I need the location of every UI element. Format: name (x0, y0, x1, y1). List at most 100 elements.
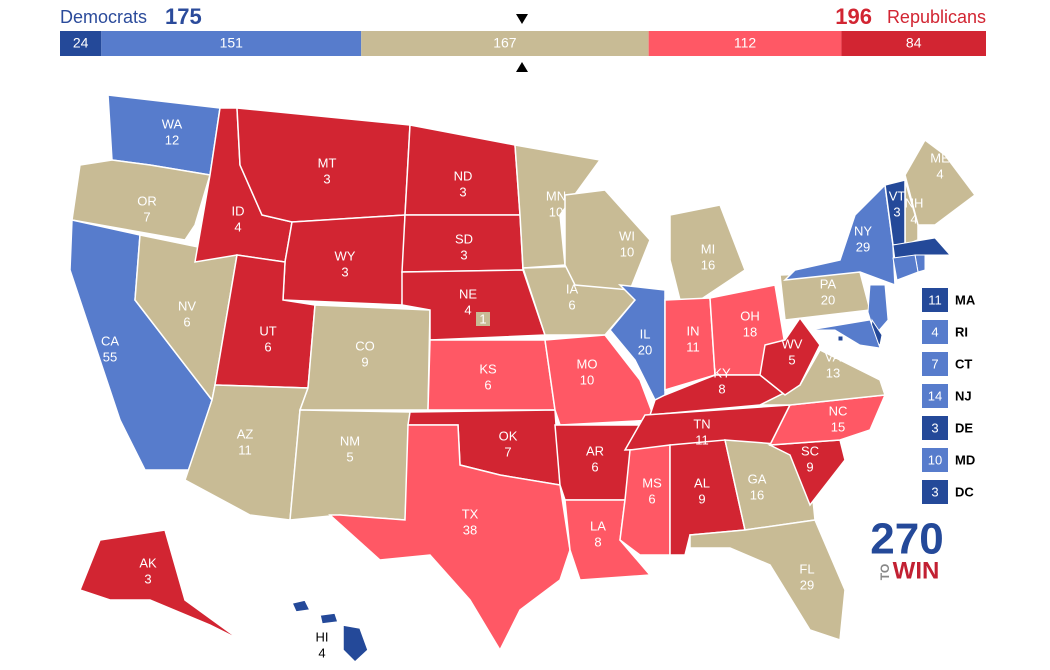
state-abbr: IA (566, 281, 579, 296)
callout-box (922, 288, 948, 312)
callout-box (922, 416, 948, 440)
state-abbr: TN (693, 416, 710, 431)
callout-ev: 3 (931, 420, 938, 435)
state-abbr: ID (232, 203, 245, 218)
state-abbr: OH (740, 308, 760, 323)
state-abbr: MT (318, 155, 337, 170)
state-ev: 3 (323, 171, 330, 186)
state-abbr: CO (355, 338, 375, 353)
callout-abbr: NJ (955, 388, 972, 403)
state-ev: 6 (484, 377, 491, 392)
state-shape (782, 183, 896, 287)
state-abbr: OR (137, 193, 157, 208)
state-ev: 7 (504, 444, 511, 459)
state-ev: 6 (648, 491, 655, 506)
dem-label: Democrats (60, 7, 147, 27)
state-shape (564, 189, 651, 291)
state-abbr: GA (748, 471, 767, 486)
state-abbr: KS (479, 361, 497, 376)
state-ev: 18 (743, 324, 757, 339)
state-shape (289, 409, 411, 521)
state-abbr: OK (499, 428, 518, 443)
logo: 270 TO WIN (870, 515, 943, 585)
state-ev: 7 (143, 209, 150, 224)
callout-ev: 7 (931, 356, 938, 371)
state-abbr: NV (178, 298, 196, 313)
state-abbr: MS (642, 475, 662, 490)
majority-arrow-bottom (516, 62, 528, 72)
state-ev: 6 (183, 314, 190, 329)
state-ev: 13 (826, 365, 840, 380)
callout-abbr: DC (955, 484, 974, 499)
bar-segment-label: 84 (906, 35, 922, 51)
callout-abbr: MD (955, 452, 975, 467)
dem-total: 175 (165, 4, 202, 29)
bar-segment (60, 31, 102, 56)
state-ev: 20 (821, 292, 835, 307)
bar-segment (841, 31, 986, 56)
state-ev: 16 (750, 487, 764, 502)
state-abbr: MO (577, 356, 598, 371)
state-ev: 8 (594, 534, 601, 549)
bar-segment (101, 31, 362, 56)
state-shape (282, 214, 406, 306)
rep-label: Republicans (887, 7, 986, 27)
state-abbr: FL (799, 561, 814, 576)
state-abbr: NH (905, 195, 924, 210)
callout-abbr: CT (955, 356, 972, 371)
state-ev: 29 (800, 577, 814, 592)
state-ev: 5 (788, 352, 795, 367)
state-ev: 4 (318, 645, 325, 660)
state-ev: 10 (580, 372, 594, 387)
state-shape (328, 424, 571, 652)
state-abbr: KY (713, 365, 731, 380)
district-ev: 1 (479, 311, 486, 326)
state-abbr: AR (586, 443, 604, 458)
state-ev: 38 (463, 522, 477, 537)
state-abbr: WA (162, 116, 183, 131)
state-abbr: ME (930, 150, 950, 165)
state-ev: 11 (686, 339, 700, 354)
state-abbr: MI (701, 241, 715, 256)
state-ev: 8 (718, 381, 725, 396)
callout-box (922, 352, 948, 376)
state-abbr: SD (455, 231, 473, 246)
state-abbr: VA (825, 349, 842, 364)
callout-abbr: DE (955, 420, 973, 435)
state-ev: 3 (893, 204, 900, 219)
state-shape (79, 529, 241, 641)
state-ev: 3 (459, 184, 466, 199)
logo-to: TO (878, 564, 892, 580)
state-abbr: NY (854, 223, 872, 238)
bar-segment (361, 31, 649, 56)
state-abbr: NE (459, 286, 477, 301)
state-ev: 4 (910, 211, 917, 226)
state-abbr: HI (316, 629, 329, 644)
state-abbr: CA (101, 333, 119, 348)
state-abbr: IL (640, 326, 651, 341)
state-ev: 9 (698, 491, 705, 506)
state-shape (809, 319, 881, 349)
logo-win: WIN (893, 557, 940, 584)
bar-segment-label: 167 (493, 35, 517, 51)
majority-arrow-top (516, 14, 528, 24)
state-ev: 29 (856, 239, 870, 254)
callout-ev: 10 (928, 452, 942, 467)
state-ev: 9 (806, 459, 813, 474)
state-abbr: MN (546, 188, 566, 203)
state-ev: 12 (165, 132, 179, 147)
state-abbr: AZ (237, 426, 254, 441)
state-ev: 3 (341, 264, 348, 279)
bar-segment (648, 31, 842, 56)
state-abbr: NC (829, 403, 848, 418)
state-ev: 10 (549, 204, 563, 219)
state-shape (892, 254, 919, 281)
callout-ev: 14 (928, 388, 942, 403)
state-abbr: WV (782, 336, 803, 351)
callout-box (922, 320, 948, 344)
state-ev: 11 (695, 432, 709, 447)
state-ev: 9 (361, 354, 368, 369)
state-shape (837, 335, 844, 342)
state-abbr: AK (139, 555, 157, 570)
